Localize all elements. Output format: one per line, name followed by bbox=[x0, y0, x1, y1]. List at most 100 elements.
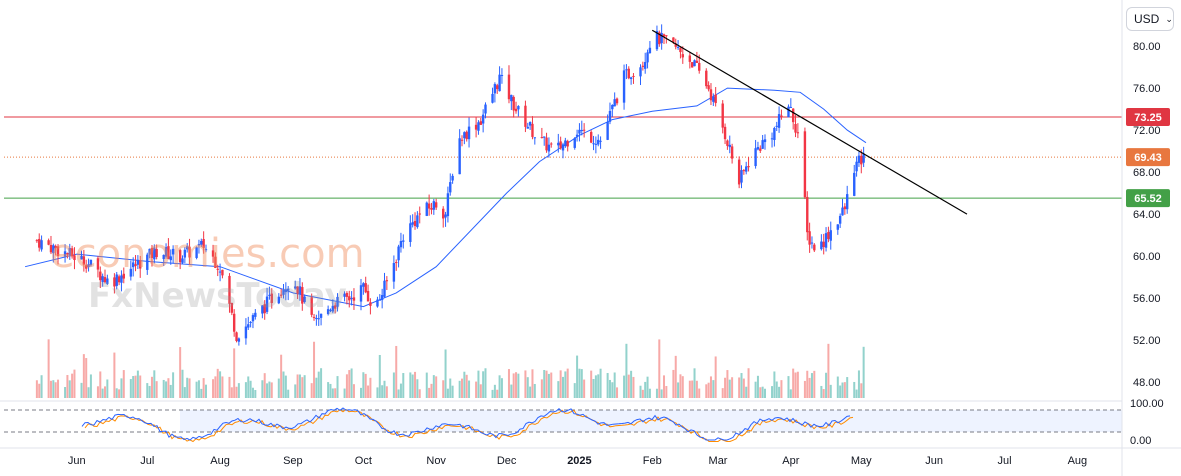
volume-bar bbox=[714, 356, 717, 398]
volume-bar bbox=[132, 376, 135, 398]
candle-body bbox=[646, 52, 649, 63]
candle-body bbox=[350, 297, 353, 299]
currency-selector-button[interactable]: USD ⌄ bbox=[1126, 7, 1174, 31]
candle-body bbox=[794, 123, 797, 133]
volume-bar bbox=[787, 376, 790, 398]
volume-bar bbox=[510, 384, 513, 398]
volume-bar bbox=[115, 388, 118, 398]
volume-bar bbox=[709, 376, 712, 398]
volume-bar bbox=[397, 389, 400, 398]
candle-body bbox=[284, 289, 288, 293]
volume-bar bbox=[392, 372, 395, 398]
volume-bar bbox=[461, 378, 464, 398]
volume-bar bbox=[73, 369, 76, 398]
candle-body bbox=[860, 155, 863, 165]
candle-body bbox=[261, 305, 264, 314]
volume-bar bbox=[639, 385, 642, 398]
candle-body bbox=[150, 247, 154, 258]
candle-body bbox=[695, 60, 699, 63]
volume-bar bbox=[836, 376, 839, 398]
volume-bar bbox=[270, 382, 273, 398]
candle-body bbox=[301, 287, 304, 304]
candle-body bbox=[524, 105, 527, 127]
candle-body bbox=[639, 67, 642, 77]
candle-body bbox=[392, 263, 396, 282]
volume-bar bbox=[458, 380, 461, 398]
candle-body bbox=[364, 283, 367, 293]
volume-bar bbox=[825, 372, 828, 398]
candle-body bbox=[491, 93, 494, 103]
time-tick: Jun bbox=[925, 455, 943, 467]
volume-bar bbox=[284, 375, 287, 398]
volume-bar bbox=[477, 370, 480, 398]
volume-bar bbox=[641, 389, 644, 398]
volume-bar bbox=[99, 371, 102, 398]
volume-bar bbox=[277, 378, 280, 398]
volume-bar bbox=[254, 389, 257, 398]
candle-body bbox=[493, 84, 497, 94]
chevron-down-icon: ⌄ bbox=[1165, 13, 1173, 24]
ma-line bbox=[24, 87, 867, 308]
candle-body bbox=[343, 293, 346, 297]
candle-body bbox=[759, 148, 762, 151]
time-tick: Sep bbox=[283, 455, 303, 467]
volume-bar bbox=[512, 373, 515, 398]
volume-bar bbox=[745, 386, 748, 398]
candle-body bbox=[787, 106, 790, 118]
candle-body bbox=[134, 264, 137, 266]
price-axis: 80.00 76.00 72.00 68.00 64.00 60.00 56.00 52.00… bbox=[1121, 0, 1161, 476]
candle-body bbox=[705, 70, 708, 87]
volume-bar bbox=[197, 380, 200, 398]
volume-bar bbox=[395, 345, 398, 398]
volume-bar bbox=[244, 382, 247, 398]
candle-body bbox=[270, 293, 273, 304]
candle-body bbox=[712, 96, 715, 102]
candle-body bbox=[89, 259, 93, 266]
volume-bar bbox=[660, 389, 663, 398]
volume-bar bbox=[298, 374, 301, 398]
volume-bar bbox=[331, 388, 334, 398]
candle-body bbox=[761, 140, 764, 149]
candle-body bbox=[723, 126, 727, 140]
volume-bar bbox=[350, 368, 353, 398]
candle-body bbox=[369, 302, 372, 306]
candle-body bbox=[714, 94, 717, 104]
volume-bar bbox=[566, 368, 569, 398]
candle-body bbox=[672, 37, 675, 42]
candle-body bbox=[477, 122, 480, 131]
candle-body bbox=[721, 103, 724, 128]
candle-body bbox=[326, 309, 330, 315]
volume-bar bbox=[348, 370, 351, 398]
candle-body bbox=[66, 253, 69, 255]
candle-body bbox=[599, 140, 602, 142]
volume-bar bbox=[430, 383, 433, 398]
candle-body bbox=[589, 131, 593, 143]
volume-bar bbox=[841, 382, 844, 398]
volume-bar bbox=[381, 385, 384, 398]
candle-body bbox=[366, 290, 370, 302]
candle-body bbox=[296, 286, 299, 294]
candle-body bbox=[592, 143, 595, 145]
volume-bar bbox=[630, 370, 633, 398]
volume-bar bbox=[712, 380, 715, 398]
candle-body bbox=[796, 132, 800, 134]
volume-bar bbox=[747, 368, 750, 398]
candle-body bbox=[139, 260, 142, 269]
volume-bar bbox=[796, 371, 799, 398]
candle-body bbox=[195, 247, 198, 258]
candle-body bbox=[425, 202, 428, 216]
candle-body bbox=[512, 96, 515, 111]
candle-body bbox=[103, 277, 107, 283]
candle-body bbox=[268, 294, 271, 296]
time-tick: Apr bbox=[782, 455, 799, 467]
candle-body bbox=[136, 259, 140, 265]
candle-body bbox=[676, 46, 680, 48]
candle-body bbox=[622, 70, 626, 103]
candle-body bbox=[331, 305, 335, 312]
candle-body bbox=[857, 155, 861, 163]
volume-bar bbox=[677, 382, 680, 398]
time-tick: Nov bbox=[426, 455, 446, 467]
candle-body bbox=[317, 318, 320, 320]
candle-body bbox=[202, 238, 205, 248]
